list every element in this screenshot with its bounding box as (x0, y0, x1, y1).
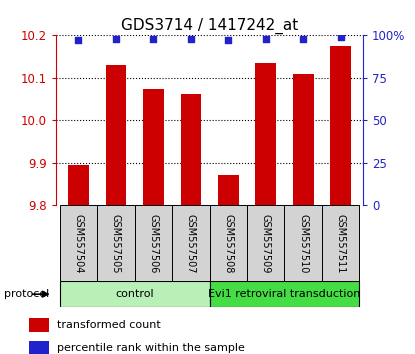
Text: protocol: protocol (4, 289, 49, 299)
Point (262, 36, 269, 42)
Bar (181, 94, 201, 205)
Bar (143, 88, 164, 205)
Bar (106, 65, 126, 205)
Bar (293, 74, 313, 205)
Text: GSM557511: GSM557511 (336, 214, 346, 273)
Point (75, 38, 82, 43)
Text: GSM557508: GSM557508 (223, 214, 233, 273)
Bar (29, 318, 49, 332)
Text: GSM557509: GSM557509 (261, 214, 271, 273)
Text: GSM557510: GSM557510 (298, 214, 308, 273)
FancyBboxPatch shape (97, 205, 135, 281)
FancyBboxPatch shape (210, 205, 247, 281)
Bar (256, 63, 276, 205)
Bar (29, 341, 49, 354)
Text: GSM557507: GSM557507 (186, 213, 196, 273)
FancyBboxPatch shape (172, 205, 210, 281)
FancyBboxPatch shape (284, 205, 322, 281)
Point (188, 36, 194, 42)
Text: GSM557505: GSM557505 (111, 213, 121, 273)
Point (300, 36, 307, 42)
FancyBboxPatch shape (60, 205, 97, 281)
Point (337, 34, 344, 40)
Text: Evi1 retroviral transduction: Evi1 retroviral transduction (208, 289, 361, 299)
FancyBboxPatch shape (135, 205, 172, 281)
Bar (218, 175, 239, 205)
Text: transformed count: transformed count (56, 320, 160, 330)
FancyBboxPatch shape (210, 281, 359, 307)
Text: percentile rank within the sample: percentile rank within the sample (56, 343, 244, 353)
Title: GDS3714 / 1417242_at: GDS3714 / 1417242_at (121, 18, 298, 34)
Point (150, 36, 157, 42)
Text: GSM557506: GSM557506 (149, 214, 159, 273)
Bar (330, 46, 351, 205)
Point (112, 36, 119, 42)
FancyBboxPatch shape (60, 281, 210, 307)
Text: control: control (115, 289, 154, 299)
Bar (68, 165, 89, 205)
Point (225, 38, 232, 43)
Text: GSM557504: GSM557504 (73, 214, 83, 273)
FancyBboxPatch shape (322, 205, 359, 281)
FancyBboxPatch shape (247, 205, 284, 281)
